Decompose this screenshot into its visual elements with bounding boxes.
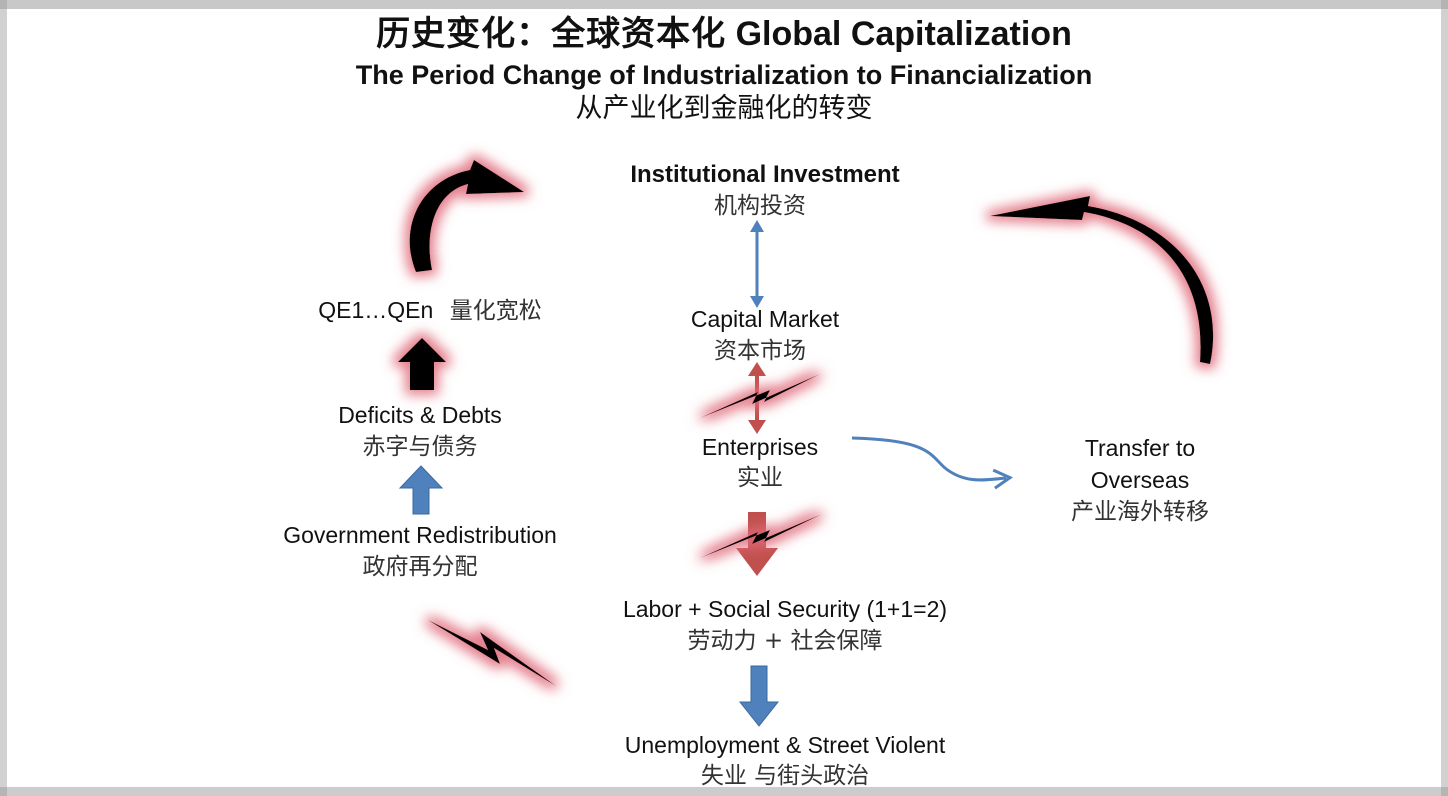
title-en: Global Capitalization bbox=[735, 15, 1072, 53]
node-capital-market: Capital Market bbox=[690, 306, 840, 332]
lightning-bolt-icon bbox=[700, 514, 822, 558]
node-qe: QE1…QEn 量化宽松 bbox=[280, 299, 580, 323]
page-title: 历史变化：全球资本化 Global Capitalization bbox=[0, 17, 1448, 51]
node-qe-en: QE1…QEn bbox=[318, 297, 434, 323]
node-transfer-overseas-line2: Overseas bbox=[1090, 467, 1190, 493]
subtitle-zh: 从产业化到金融化的转变 bbox=[575, 93, 873, 124]
labor-unemployment-arrow bbox=[738, 665, 780, 727]
node-transfer-overseas-line1: Transfer to bbox=[1084, 435, 1196, 461]
deficits-qe-arrow bbox=[398, 338, 446, 390]
node-government-redistribution: Government Redistribution bbox=[283, 522, 557, 548]
node-unemployment-zh: 失业 与街头政治 bbox=[700, 763, 870, 789]
node-enterprises-zh: 实业 bbox=[737, 465, 783, 491]
enterprises-overseas-arrow bbox=[851, 436, 1014, 490]
enterprises-labor-arrow bbox=[736, 512, 778, 576]
node-labor-social-security-zh: 劳动力 + 社会保障 bbox=[687, 628, 883, 654]
node-qe-zh: 量化宽松 bbox=[449, 298, 542, 324]
node-institutional-investment-zh: 机构投资 bbox=[714, 193, 806, 219]
node-labor-social-security: Labor + Social Security (1+1=2) bbox=[622, 596, 948, 622]
node-capital-market-zh: 资本市场 bbox=[714, 338, 806, 364]
government-deficits-arrow bbox=[398, 465, 444, 515]
lightning-bolt-icon bbox=[428, 620, 556, 686]
title-zh: 历史变化：全球资本化 bbox=[376, 14, 727, 54]
node-deficits-debts: Deficits & Debts bbox=[338, 402, 502, 428]
overseas-return-arrow bbox=[990, 196, 1214, 364]
node-unemployment: Unemployment & Street Violent bbox=[624, 732, 946, 758]
subtitle-en: The Period Change of Industrialization t… bbox=[355, 60, 1093, 90]
node-government-redistribution-zh: 政府再分配 bbox=[362, 554, 478, 580]
lightning-bolt-icon bbox=[700, 374, 820, 418]
node-institutional-investment: Institutional Investment bbox=[630, 161, 900, 188]
node-transfer-overseas-zh: 产业海外转移 bbox=[1071, 499, 1209, 525]
node-enterprises: Enterprises bbox=[701, 434, 819, 460]
institutional-capital-arrow bbox=[750, 220, 764, 308]
node-deficits-debts-zh: 赤字与债务 bbox=[362, 434, 478, 460]
qe-curve-arrow bbox=[409, 160, 524, 272]
